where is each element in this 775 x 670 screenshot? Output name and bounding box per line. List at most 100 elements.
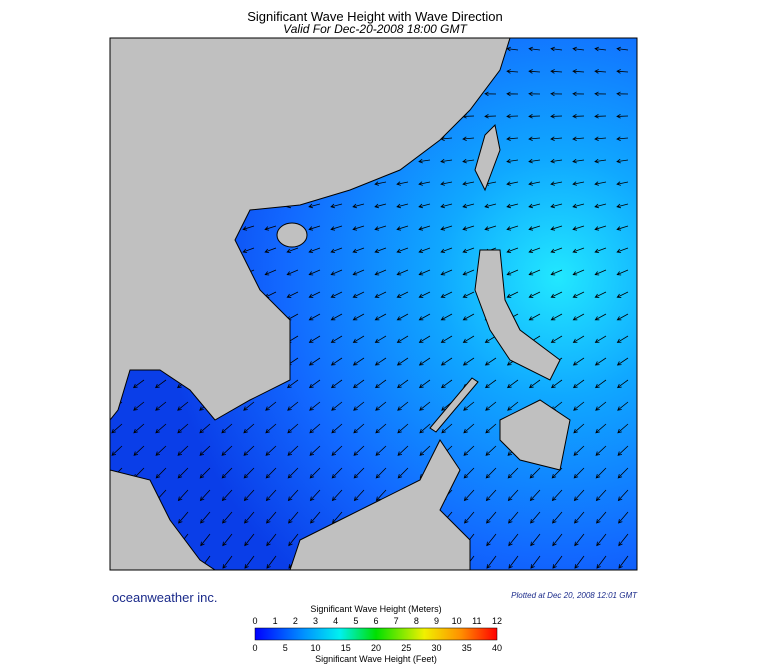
arrow — [573, 423, 585, 434]
arrow — [574, 533, 585, 547]
arrow — [617, 489, 629, 502]
arrow — [265, 467, 277, 479]
meter-tick: 11 — [472, 616, 481, 626]
arrow — [617, 445, 629, 456]
arrow — [594, 69, 607, 74]
arrow — [397, 467, 409, 479]
arrow — [529, 489, 541, 502]
arrow — [462, 181, 475, 186]
arrow — [616, 91, 629, 97]
arrow — [440, 269, 453, 276]
feet-tick: 5 — [283, 643, 288, 653]
arrow — [243, 445, 255, 456]
arrow — [331, 445, 343, 456]
arrow — [264, 269, 277, 276]
arrow — [178, 511, 189, 524]
arrow — [264, 225, 277, 231]
arrow — [330, 357, 343, 366]
arrow — [244, 533, 255, 547]
borneo — [289, 439, 471, 570]
arrow — [572, 247, 585, 254]
arrow — [463, 445, 475, 456]
arrow — [550, 136, 563, 141]
arrow — [310, 511, 321, 524]
brand: oceanweather inc. — [112, 590, 218, 605]
arrow — [572, 158, 585, 164]
arrow — [485, 423, 497, 434]
arrow — [550, 335, 563, 343]
arrow — [155, 423, 167, 434]
arrow — [462, 291, 475, 298]
arrow — [418, 203, 431, 209]
arrow — [374, 357, 387, 366]
arrow — [397, 445, 409, 456]
arrow — [617, 401, 629, 411]
arrow — [418, 269, 431, 276]
arrow — [221, 423, 233, 434]
arrow — [244, 555, 255, 569]
arrow — [352, 291, 365, 298]
arrow — [528, 46, 541, 52]
arrow — [528, 136, 541, 141]
arrow — [594, 225, 607, 231]
arrow — [572, 69, 585, 74]
arrow — [266, 533, 277, 547]
arrow — [551, 489, 563, 502]
arrow — [616, 158, 629, 164]
arrow — [550, 247, 563, 254]
arrow — [594, 313, 607, 321]
taiwan — [474, 123, 501, 192]
arrow — [616, 313, 629, 321]
arrow — [244, 511, 255, 524]
arrow — [222, 511, 233, 524]
arrow — [309, 467, 321, 479]
arrow — [484, 114, 497, 119]
arrow — [462, 136, 475, 141]
arrow — [594, 136, 607, 141]
arrow — [308, 203, 321, 209]
hainan — [276, 222, 308, 248]
arrow — [199, 467, 211, 479]
arrow — [616, 335, 629, 343]
arrow — [308, 247, 321, 254]
arrow — [485, 401, 497, 411]
feet-tick: 40 — [492, 643, 502, 653]
feet-tick: 30 — [431, 643, 441, 653]
arrow — [486, 511, 497, 524]
arrow — [550, 203, 563, 209]
arrow — [199, 445, 211, 456]
arrow — [155, 401, 167, 411]
arrow — [462, 313, 475, 321]
arrow — [506, 379, 519, 389]
arrow — [550, 379, 563, 389]
arrow — [352, 335, 365, 343]
arrow — [330, 313, 343, 321]
arrow — [528, 114, 541, 119]
arrow — [309, 423, 321, 434]
arrow — [330, 291, 343, 298]
arrow — [463, 423, 475, 434]
arrow — [111, 445, 123, 456]
arrow — [506, 203, 519, 209]
arrow — [595, 423, 607, 434]
arrow — [484, 225, 497, 231]
arrow — [243, 401, 255, 411]
arrow — [419, 423, 431, 434]
arrow — [484, 357, 497, 366]
arrow — [353, 489, 365, 502]
arrow — [154, 379, 167, 389]
arrow — [596, 533, 607, 547]
plotted: Plotted at Dec 20, 2008 12:01 GMT — [511, 591, 638, 600]
arrow — [462, 357, 475, 366]
arrow — [330, 269, 343, 276]
arrow — [265, 445, 277, 456]
arrow — [266, 511, 277, 524]
arrow — [462, 335, 475, 343]
colorbar-ticks: 0 1 2 3 4 5 6 7 8 9 10 11 120 5 10 15 20 25 30 35 40 — [252, 616, 502, 653]
arrow — [266, 555, 277, 569]
arrow — [550, 114, 563, 119]
colorbar-title-feet: Significant Wave Height (Feet) — [315, 654, 437, 664]
meter-tick: 0 — [252, 616, 257, 626]
arrow — [440, 379, 453, 389]
